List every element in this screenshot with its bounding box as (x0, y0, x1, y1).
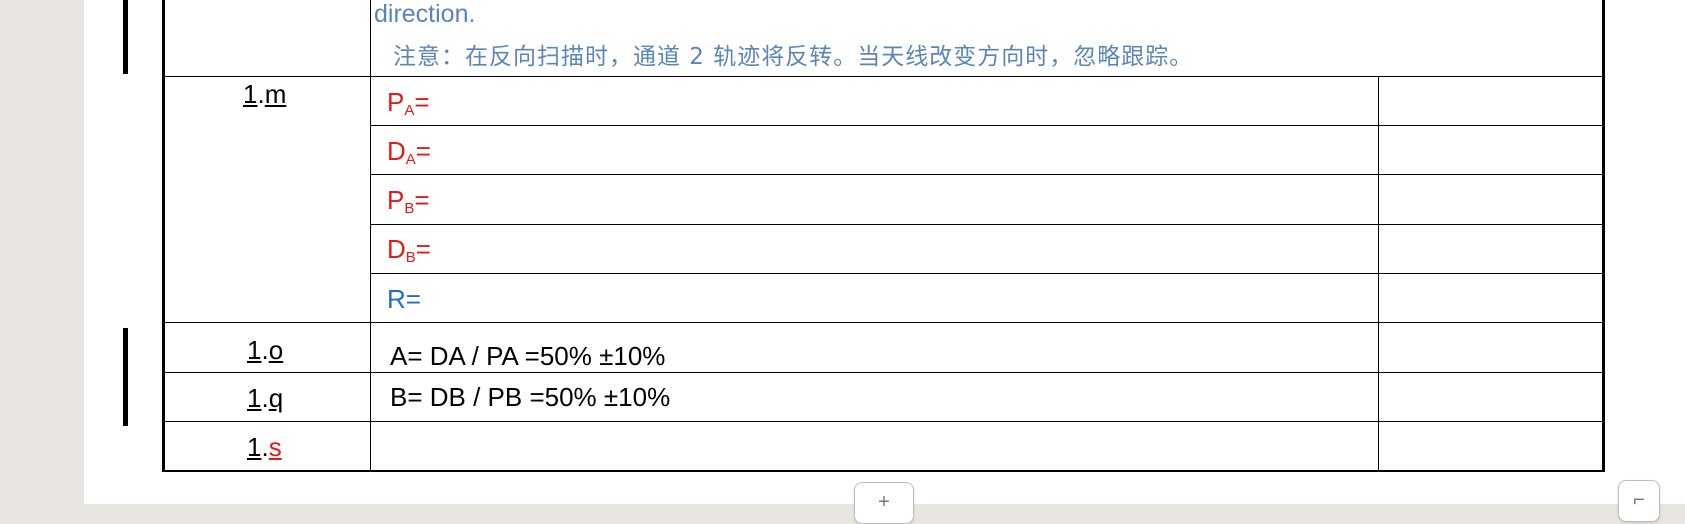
column-divider (370, 0, 371, 472)
table-border-right (1602, 0, 1605, 472)
param-r: R= (387, 284, 421, 314)
corner-bracket-icon: ⌐ (1633, 489, 1645, 511)
formula-b: B= DB / PB =50% ±10% (390, 382, 671, 412)
corner-button[interactable]: ⌐ (1618, 480, 1660, 522)
row-divider (370, 224, 1605, 225)
change-bar (123, 328, 128, 426)
row-divider (162, 76, 1605, 77)
change-bar (123, 0, 128, 74)
param-pa: PA= (387, 87, 430, 119)
table-border-left (162, 0, 165, 472)
plus-icon: + (878, 491, 890, 513)
document-page (84, 0, 1685, 504)
param-da: DA= (387, 136, 431, 168)
row-divider (370, 174, 1605, 175)
row-label-1s: 1.s (247, 432, 282, 462)
add-row-button[interactable]: + (854, 482, 914, 524)
row-divider (370, 125, 1605, 126)
param-pb: PB= (387, 185, 430, 217)
row-divider (162, 372, 1605, 373)
table-border-bottom (162, 470, 1605, 472)
row-label-1q: 1.q (247, 383, 284, 413)
note-chinese: 注意：在反向扫描时，通道 2 轨迹将反转。当天线改变方向时，忽略跟踪。 (393, 44, 1194, 70)
column-divider (1378, 76, 1379, 472)
formula-a: A= DA / PA =50% ±10% (390, 341, 666, 371)
param-db: DB= (387, 234, 431, 266)
note-english-tail: direction. (374, 0, 476, 28)
row-divider (162, 322, 1605, 323)
row-label-1m: 1.m (243, 79, 287, 109)
row-label-1o: 1.o (247, 335, 284, 365)
row-divider (370, 273, 1605, 274)
row-divider (162, 421, 1605, 422)
